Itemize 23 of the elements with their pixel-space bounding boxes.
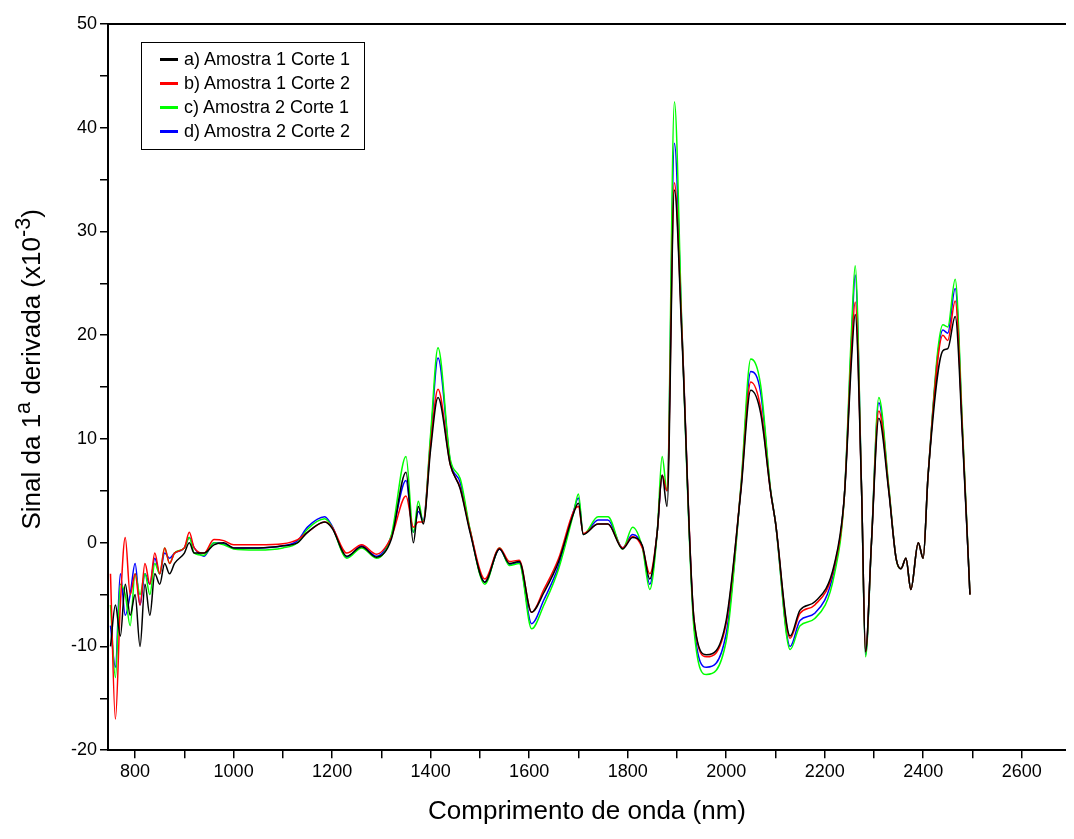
x-tick-label: 1600 bbox=[509, 760, 550, 781]
y-tick-label: 10 bbox=[76, 427, 98, 448]
y-tick-label: 40 bbox=[76, 116, 98, 137]
x-tick-label: 2200 bbox=[804, 760, 845, 781]
x-tick-label: 1200 bbox=[312, 760, 353, 781]
legend-label: c) Amostra 2 Corte 1 bbox=[184, 96, 350, 119]
y-tick-label: -10 bbox=[71, 635, 98, 656]
x-tick-label: 1800 bbox=[607, 760, 648, 781]
legend-label: b) Amostra 1 Corte 2 bbox=[184, 72, 351, 95]
legend-label: d) Amostra 2 Corte 2 bbox=[184, 120, 351, 143]
x-tick-label: 1400 bbox=[410, 760, 451, 781]
y-tick-label: 20 bbox=[76, 324, 98, 345]
y-tick-label: -20 bbox=[71, 739, 98, 760]
y-tick-label: 50 bbox=[76, 12, 98, 33]
x-axis-title: Comprimento de onda (nm) bbox=[428, 794, 746, 825]
x-tick-label: 800 bbox=[120, 760, 151, 781]
legend-label: a) Amostra 1 Corte 1 bbox=[184, 48, 351, 71]
y-tick-label: 30 bbox=[76, 220, 98, 241]
y-tick-label: 0 bbox=[87, 531, 98, 552]
x-tick-label: 1000 bbox=[213, 760, 254, 781]
x-tick-label: 2600 bbox=[1001, 760, 1042, 781]
x-tick-label: 2000 bbox=[706, 760, 747, 781]
x-tick-label: 2400 bbox=[903, 760, 944, 781]
